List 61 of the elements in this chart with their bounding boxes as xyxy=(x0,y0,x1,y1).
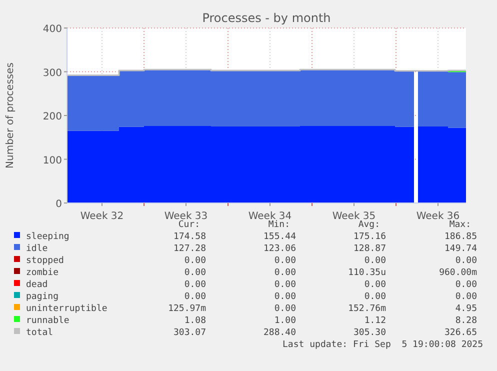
text: 0.00 xyxy=(274,280,296,290)
y-tick-label: 0 xyxy=(56,199,62,210)
text: 1.08 xyxy=(184,316,206,326)
text: 1.12 xyxy=(364,316,386,326)
text: 149.74 xyxy=(444,244,477,254)
text: 0.00 xyxy=(184,280,206,290)
text: 0.00 xyxy=(364,280,386,290)
text: 0.00 xyxy=(274,268,296,278)
text: 0.00 xyxy=(274,292,296,302)
text: 155.44 xyxy=(263,232,296,242)
text: 8.28 xyxy=(455,316,477,326)
text: 305.30 xyxy=(353,328,386,338)
text: 128.87 xyxy=(353,244,386,254)
text: 174.58 xyxy=(173,232,206,242)
text: 186.85 xyxy=(444,232,477,242)
legend-label: zombie xyxy=(26,268,59,278)
y-tick-label: 200 xyxy=(42,112,62,122)
text: 1.00 xyxy=(274,316,296,326)
text: 0.00 xyxy=(455,256,477,266)
legend-label: idle xyxy=(26,244,48,254)
text: Max: xyxy=(449,220,471,230)
x-tick-label: Week 36 xyxy=(416,211,460,222)
legend-label: uninterruptible xyxy=(26,304,108,314)
text: 152.76m xyxy=(348,304,386,314)
text: Last update: Fri Sep 5 19:00:08 2025 xyxy=(282,340,483,350)
text: 960.00m xyxy=(439,268,477,278)
legend-label: sleeping xyxy=(26,232,70,242)
text: 0.00 xyxy=(184,268,206,278)
legend-label: dead xyxy=(26,280,48,290)
text: 0.00 xyxy=(274,304,296,314)
y-tick-label: 300 xyxy=(42,68,62,79)
x-tick-label: Week 32 xyxy=(80,211,124,222)
text: 0.00 xyxy=(274,256,296,266)
text: 0.00 xyxy=(184,292,206,302)
text: Cur: xyxy=(178,220,200,230)
text: 0.00 xyxy=(364,256,386,266)
text: 0.00 xyxy=(184,256,206,266)
text: 110.35u xyxy=(348,268,386,278)
text: 0.00 xyxy=(364,292,386,302)
text: 0.00 xyxy=(455,292,477,302)
y-tick-label: 100 xyxy=(42,155,62,166)
text: 125.97m xyxy=(168,304,206,314)
text: 127.28 xyxy=(173,244,206,254)
text: 288.40 xyxy=(263,328,296,338)
text: Min: xyxy=(268,220,290,230)
text: 123.06 xyxy=(263,244,296,254)
text: 0.00 xyxy=(455,280,477,290)
legend-label: total xyxy=(26,328,54,338)
legend-label: runnable xyxy=(26,316,70,326)
text: 326.65 xyxy=(444,328,477,338)
y-axis-title: Number of processes xyxy=(5,62,16,168)
x-tick-label: Week 35 xyxy=(332,211,376,222)
legend-label: stopped xyxy=(26,256,64,266)
legend-label: paging xyxy=(26,292,59,302)
text: Avg: xyxy=(358,220,380,230)
chart-title: Processes - by month xyxy=(202,11,331,25)
text: 303.07 xyxy=(173,328,206,338)
text: 175.16 xyxy=(353,232,386,242)
text: 4.95 xyxy=(455,304,477,314)
x-tick-label: Week 33 xyxy=(164,211,208,222)
y-tick-label: 400 xyxy=(42,24,62,35)
